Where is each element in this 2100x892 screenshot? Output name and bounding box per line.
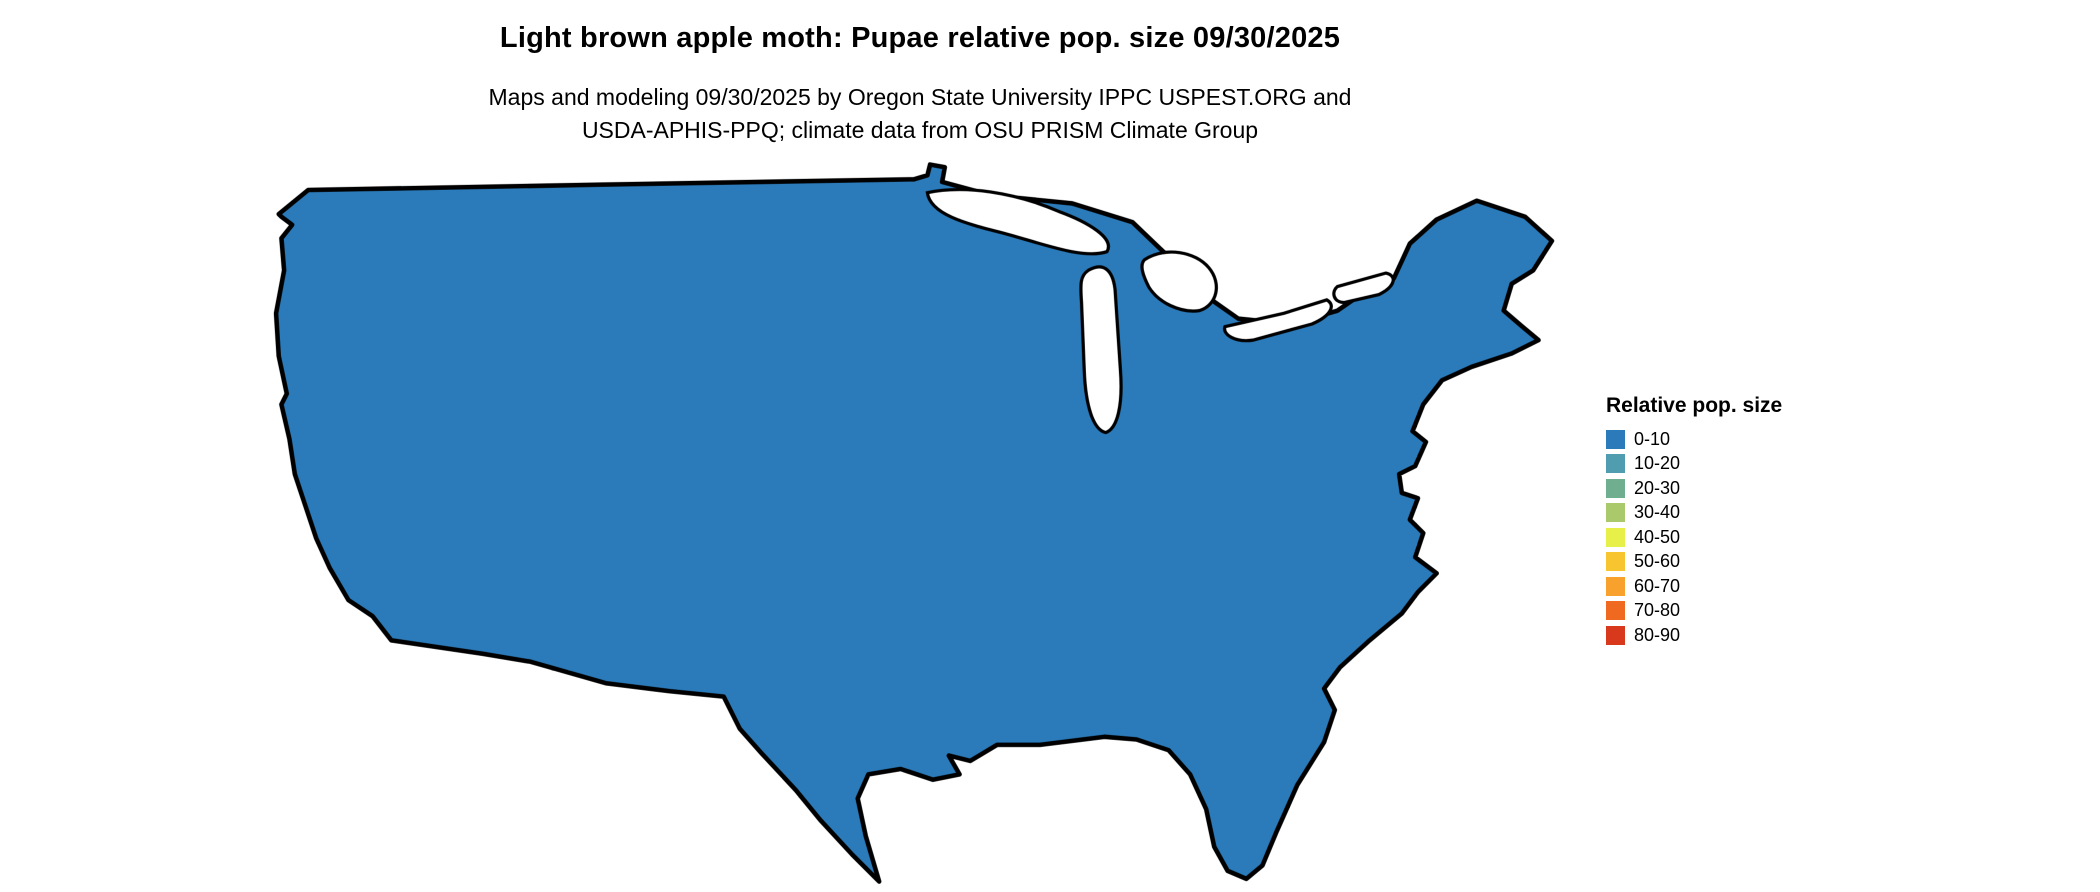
map-title: Light brown apple moth: Pupae relative p… — [499, 22, 1341, 54]
lake-erie — [1223, 298, 1333, 343]
legend-swatch — [1606, 527, 1625, 547]
lake-huron — [1140, 250, 1218, 313]
legend-items: 0-10 10-20 20-30 30-40 40-50 50-60 60-70 70-80 8… — [1606, 427, 1782, 648]
legend-swatch — [1606, 503, 1625, 523]
legend-label: 40-50 — [1634, 526, 1681, 547]
us-outline — [276, 164, 1552, 881]
lake-ontario — [1332, 271, 1395, 305]
legend-label: 20-30 — [1634, 477, 1681, 498]
legend-item: 60-70 — [1606, 574, 1782, 599]
legend-title: Relative pop. size — [1606, 394, 1783, 417]
legend-item: 80-90 — [1606, 623, 1782, 648]
legend: Relative pop. size 0-10 10-20 20-30 30-40 40… — [1606, 394, 1782, 648]
legend-item: 50-60 — [1606, 550, 1782, 575]
lake-superior — [925, 187, 1110, 256]
header: Light brown apple moth: Pupae relative p… — [270, 22, 1570, 148]
legend-label: 60-70 — [1634, 575, 1681, 596]
legend-item: 0-10 — [1606, 427, 1782, 452]
legend-label: 70-80 — [1634, 600, 1681, 621]
legend-item: 70-80 — [1606, 599, 1782, 624]
legend-swatch — [1606, 552, 1625, 572]
great-lakes — [925, 187, 1395, 435]
legend-swatch — [1606, 429, 1625, 449]
legend-label: 30-40 — [1634, 502, 1681, 523]
legend-item: 30-40 — [1606, 501, 1782, 526]
legend-swatch — [1606, 601, 1625, 621]
legend-swatch — [1606, 454, 1625, 474]
legend-swatch — [1606, 625, 1625, 645]
legend-swatch — [1606, 576, 1625, 596]
legend-label: 50-60 — [1634, 551, 1681, 572]
legend-label: 80-90 — [1634, 624, 1681, 645]
map-subtitle: Maps and modeling 09/30/2025 by Oregon S… — [270, 81, 1570, 148]
subtitle-line-1: Maps and modeling 09/30/2025 by Oregon S… — [488, 84, 1352, 110]
subtitle-line-2: USDA-APHIS-PPQ; climate data from OSU PR… — [581, 117, 1259, 144]
legend-swatch — [1606, 478, 1625, 498]
legend-item: 10-20 — [1606, 452, 1782, 477]
legend-label: 10-20 — [1634, 453, 1681, 474]
legend-item: 40-50 — [1606, 525, 1782, 550]
us-map — [268, 156, 1568, 890]
legend-item: 20-30 — [1606, 476, 1782, 501]
legend-label: 0-10 — [1634, 428, 1671, 449]
lake-michigan — [1079, 265, 1123, 435]
us-map-svg — [268, 156, 1568, 890]
